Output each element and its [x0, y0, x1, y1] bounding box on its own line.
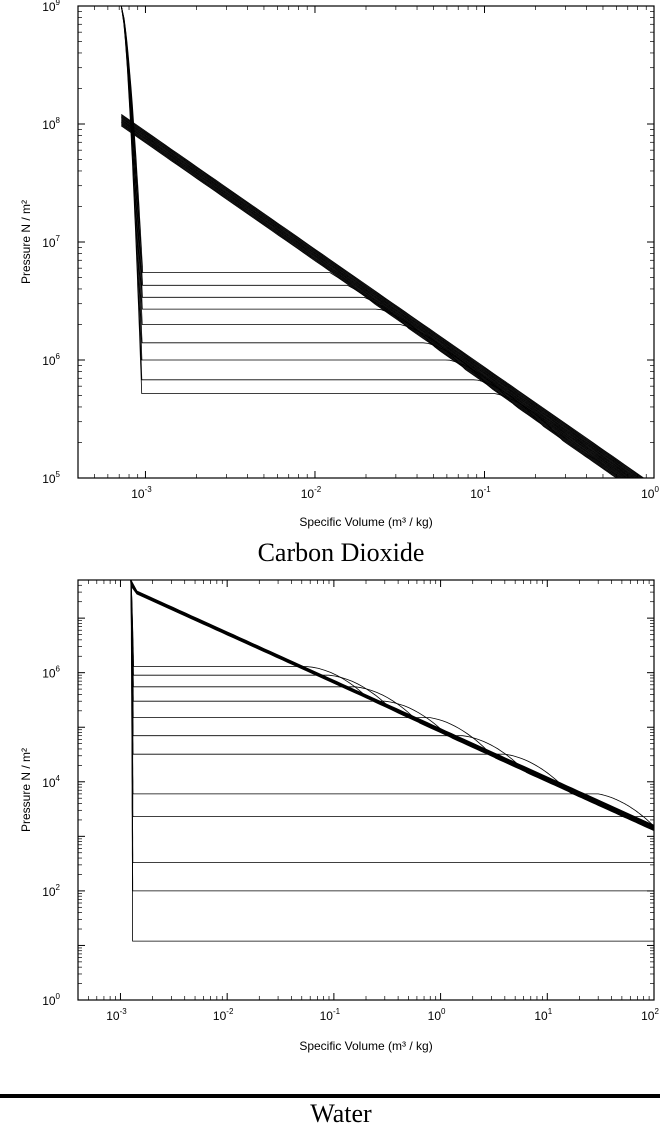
x-tick-label: 100	[428, 1007, 446, 1023]
isotherm-line	[121, 122, 633, 478]
chart-0: 10-3 10-2 10-1 100 105 106 107 108 109 Specific V…	[19, 0, 659, 567]
isotherm-line	[121, 115, 643, 478]
y-tick-label: 106	[42, 352, 60, 368]
isotherm-line	[130, 580, 654, 826]
plot-frame	[77, 5, 655, 479]
divider-line	[0, 1094, 660, 1098]
isotherm-line	[121, 125, 628, 478]
y-tick-label: 102	[42, 883, 60, 899]
isotherm-line	[130, 580, 654, 942]
x-tick-label: 10-3	[131, 485, 152, 501]
x-tick-label: 10-2	[213, 1007, 234, 1023]
series-group	[120, 6, 645, 478]
x-tick-label: 10-1	[320, 1007, 341, 1023]
y-axis-label: Pressure N / m²	[19, 748, 33, 832]
isotherm-line	[121, 114, 644, 478]
isotherm-line	[120, 6, 627, 478]
isotherm-line	[121, 116, 641, 478]
isotherm-line	[130, 580, 654, 863]
isotherm-line	[121, 119, 637, 478]
x-tick-label: 101	[534, 1007, 552, 1023]
y-tick-label: 106	[42, 665, 60, 681]
chart-title: Water	[310, 1099, 372, 1128]
y-tick-label: 107	[42, 234, 60, 250]
x-tick-label: 10-2	[301, 485, 322, 501]
isotherm-line	[121, 121, 634, 478]
y-tick-label: 104	[42, 774, 60, 790]
y-tick-label: 100	[42, 992, 60, 1008]
isotherm-line	[121, 124, 629, 478]
x-tick-label: 102	[641, 1007, 659, 1023]
y-tick-label: 108	[42, 116, 60, 132]
x-tick-label: 100	[641, 485, 659, 501]
x-axis-label: Specific Volume (m³ / kg)	[299, 515, 432, 529]
x-tick-label: 10-1	[470, 485, 491, 501]
isotherm-line	[121, 120, 635, 478]
isotherm-line	[121, 118, 638, 478]
isotherm-line	[121, 118, 639, 478]
y-axis-label: Pressure N / m²	[19, 200, 33, 284]
x-tick-label: 10-3	[106, 1007, 127, 1023]
isotherm-line	[121, 123, 631, 478]
isotherm-line	[121, 117, 640, 478]
x-axis-label: Specific Volume (m³ / kg)	[299, 1039, 432, 1053]
y-tick-label: 109	[42, 0, 60, 14]
isotherm-line	[130, 584, 654, 829]
chart-title: Carbon Dioxide	[258, 538, 425, 567]
y-tick-label: 105	[42, 470, 60, 486]
series-group	[130, 580, 654, 942]
chart-1: 10-3 10-2 10-1 100 101 102 100 102 104 106 Specifi…	[19, 579, 659, 1128]
isotherm-line	[121, 113, 645, 478]
isotherm-line	[121, 123, 632, 478]
